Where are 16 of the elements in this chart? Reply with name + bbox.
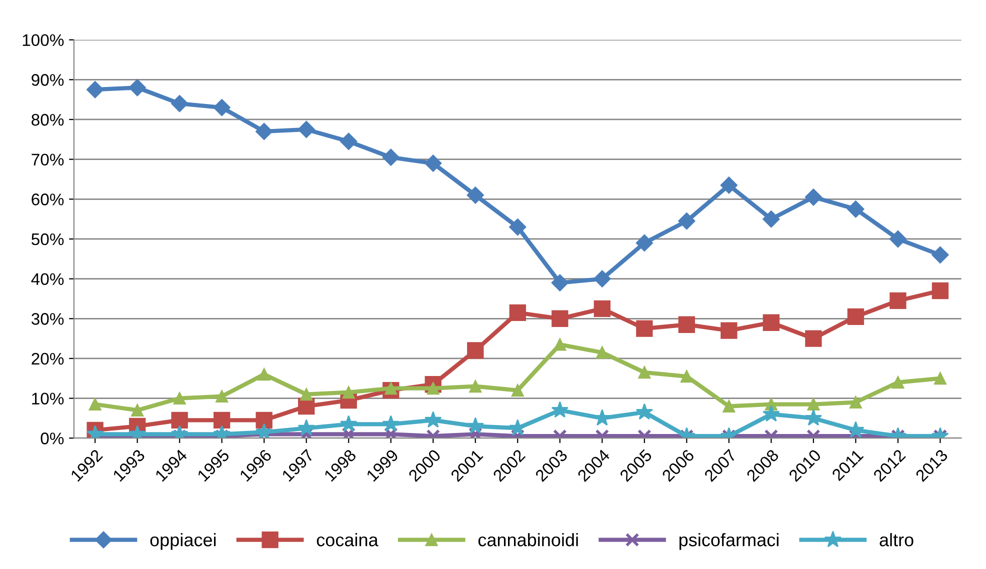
legend-label: altro [880,533,914,546]
legend-label: oppiacei [150,533,216,550]
y-tick-label: 20% [32,352,64,365]
legend-label: cannabinoidi [478,533,578,546]
y-tick-label: 90% [32,74,64,86]
y-tick-label: 100% [22,34,64,46]
y-tick-label: 60% [32,194,64,206]
y-tick-label: 40% [31,273,64,286]
legend-label: psicofarmaci [679,533,778,550]
y-tick-label: 70% [32,154,64,166]
y-tick-label: 50% [32,233,64,246]
y-tick-label: 30% [32,313,64,325]
y-tick-label: 80% [32,114,64,126]
y-tick-label: 10% [32,392,64,405]
y-tick-label: 0% [40,432,64,444]
legend-label: cocaina [316,533,378,546]
